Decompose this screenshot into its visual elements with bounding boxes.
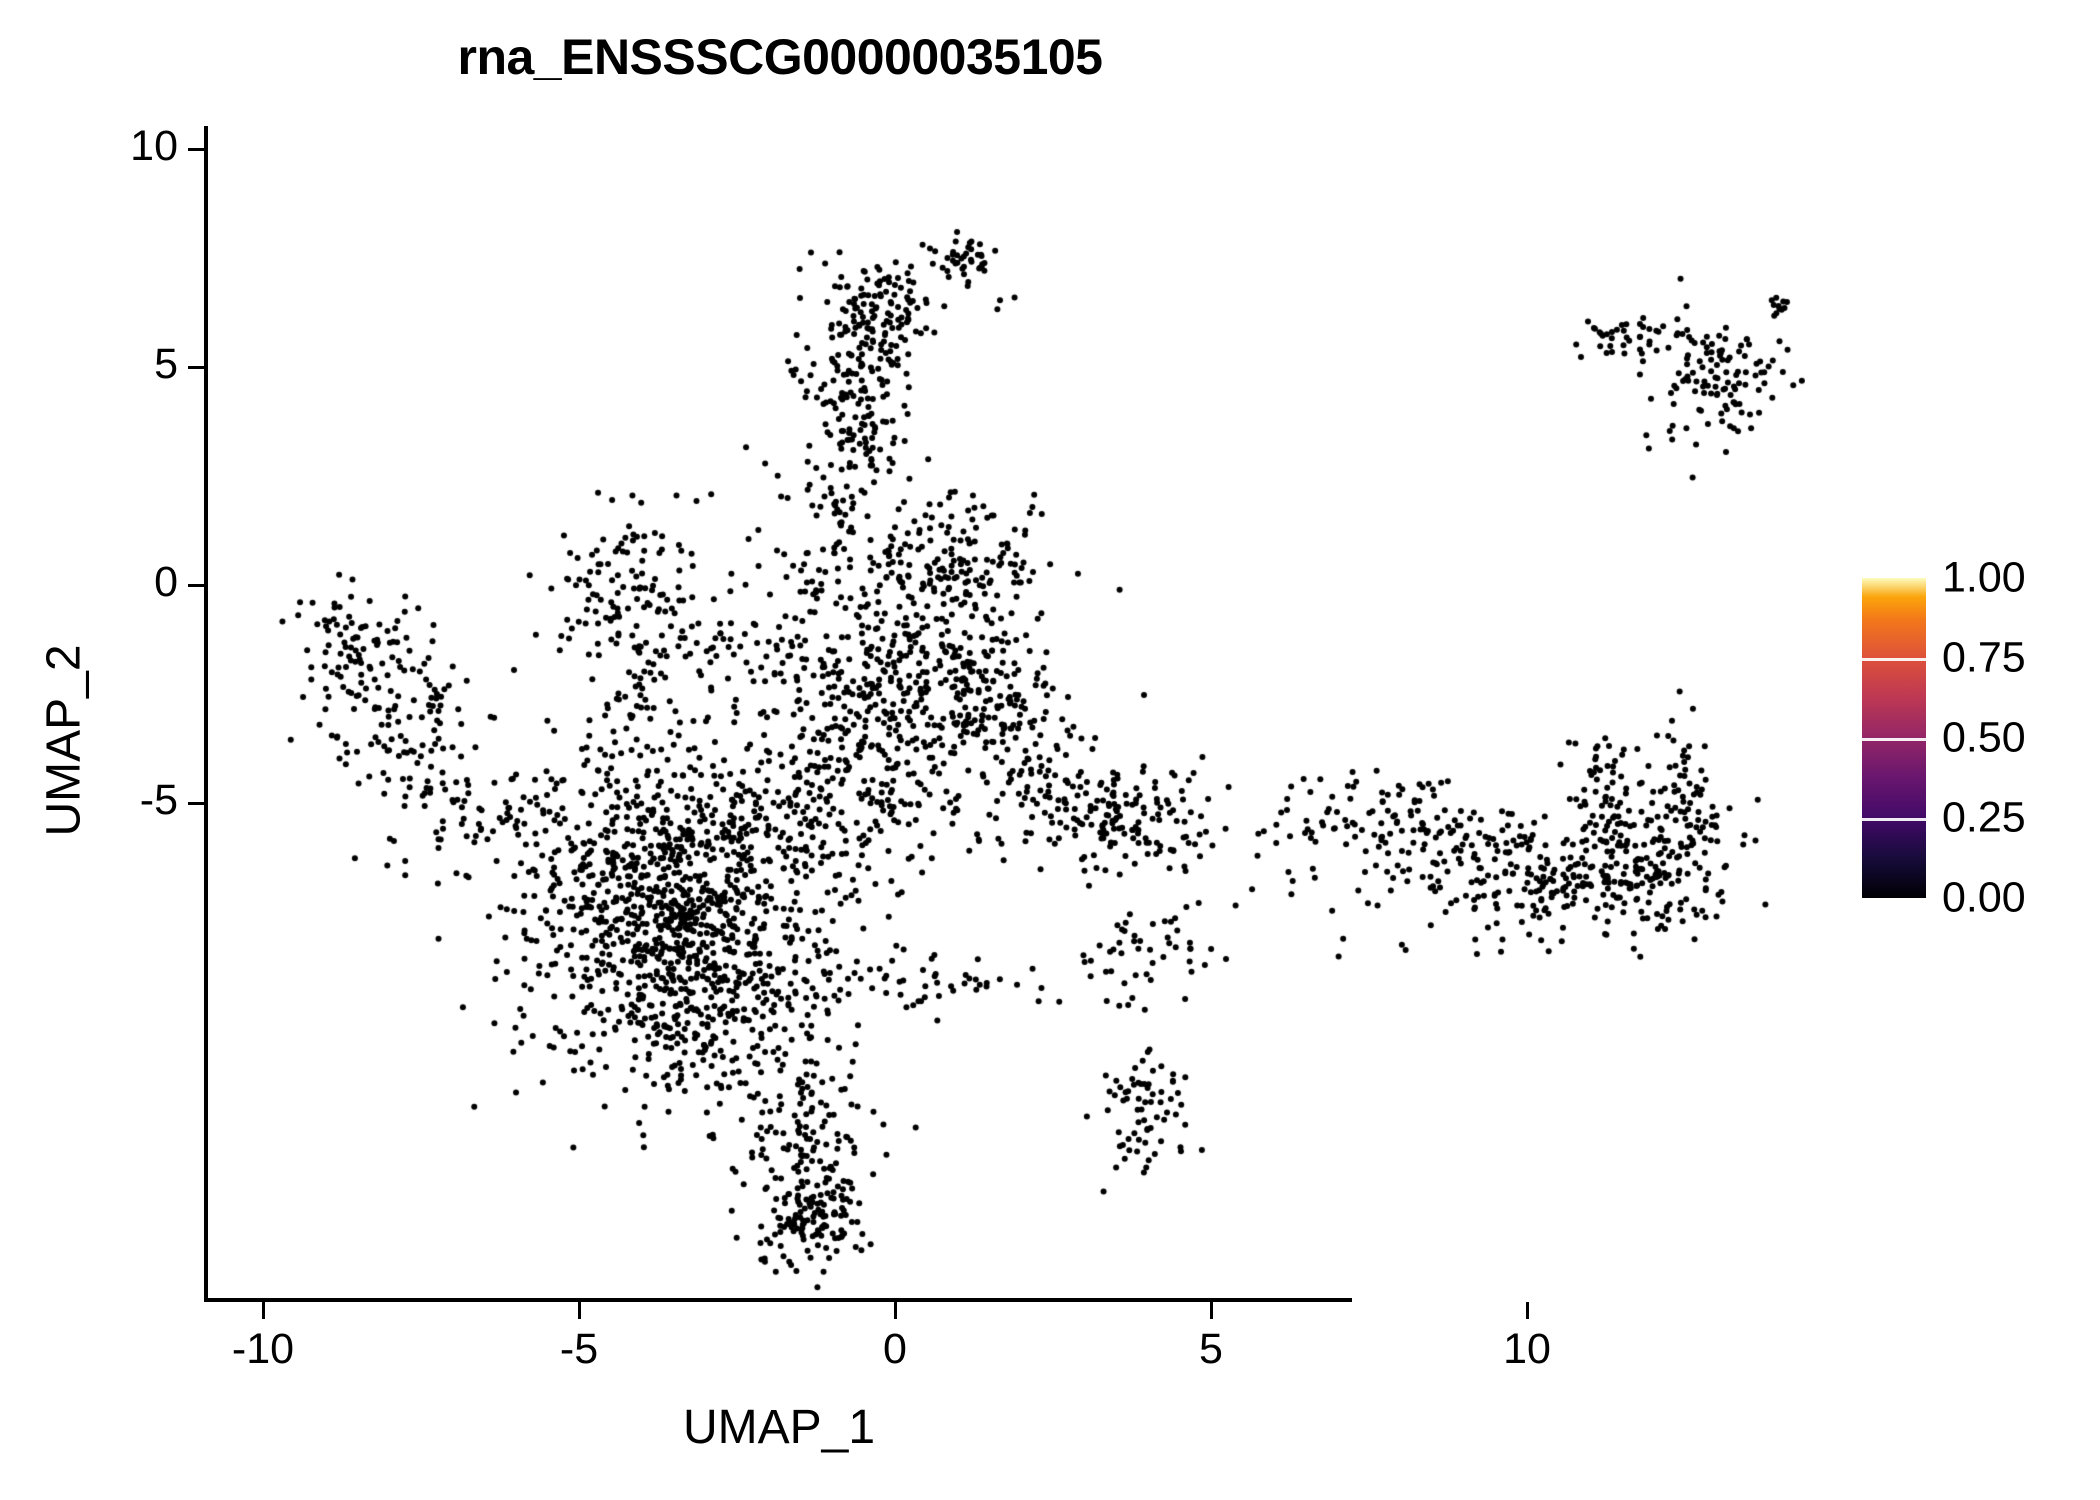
x-tick-label-neg5: -5 <box>559 1325 599 1373</box>
y-tick-label-5: 5 <box>154 340 178 388</box>
colorbar-label-100: 1.00 <box>1942 553 2026 602</box>
page-title: rna_ENSSSCG00000035105 <box>457 29 1103 85</box>
y-tick-label-neg5: -5 <box>139 776 178 824</box>
y-tick-mark-0 <box>188 584 205 587</box>
y-tick-mark-neg5 <box>188 802 205 805</box>
colorbar-tick-025 <box>1862 818 1926 821</box>
colorbar-label-075: 0.75 <box>1942 633 2026 682</box>
scatter-points-layer <box>205 126 1805 1300</box>
x-tick-mark-0 <box>894 1302 897 1319</box>
colorbar-tick-075 <box>1862 658 1926 661</box>
x-tick-mark-neg5 <box>578 1302 581 1319</box>
x-tick-label-10: 10 <box>1503 1325 1551 1373</box>
colorbar-label-050: 0.50 <box>1942 713 2026 762</box>
colorbar-label-025: 0.25 <box>1942 793 2026 842</box>
y-axis-line <box>204 126 208 1302</box>
y-axis-title: UMAP_2 <box>37 644 91 837</box>
x-axis-title: UMAP_1 <box>682 1401 876 1454</box>
colorbar-tick-050 <box>1862 738 1926 741</box>
x-tick-mark-5 <box>1210 1302 1213 1319</box>
x-tick-mark-neg10 <box>262 1302 265 1319</box>
y-tick-mark-10 <box>188 148 205 151</box>
colorbar-label-000: 0.00 <box>1942 873 2026 922</box>
x-tick-mark-10 <box>1526 1302 1529 1319</box>
x-tick-label-0: 0 <box>883 1325 907 1373</box>
plot-panel <box>205 126 1805 1300</box>
x-tick-label-neg10: -10 <box>231 1325 295 1373</box>
y-tick-mark-5 <box>188 366 205 369</box>
x-tick-label-5: 5 <box>1199 1325 1223 1373</box>
x-axis-line <box>204 1298 1352 1302</box>
y-tick-label-0: 0 <box>154 558 178 606</box>
y-tick-label-10: 10 <box>130 122 178 170</box>
